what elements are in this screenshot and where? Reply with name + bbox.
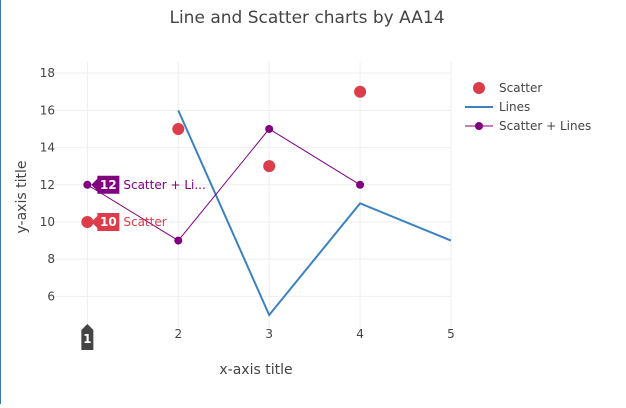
y-tick-label: 16 xyxy=(40,103,55,117)
y-tick-labels: 6 8 10 12 14 16 18 xyxy=(40,66,55,303)
hover-value: 12 xyxy=(100,178,117,192)
hover-layer: 1 12 Scatter + Li... 10 Scatter xyxy=(81,175,206,350)
y-tick-label: 8 xyxy=(47,252,55,266)
legend-label: Scatter xyxy=(499,81,542,95)
legend-label: Lines xyxy=(499,100,530,114)
x-tick-label: 2 xyxy=(174,327,182,341)
x-tick-label: 5 xyxy=(447,327,455,341)
grid xyxy=(51,62,452,328)
data-point[interactable] xyxy=(354,85,367,98)
y-tick-label: 14 xyxy=(40,141,55,155)
x-tick-label: 4 xyxy=(356,327,364,341)
x-hover-label-box xyxy=(81,324,94,350)
y-tick-label: 6 xyxy=(47,289,55,303)
hover-value-box xyxy=(91,175,120,194)
y-axis-title: y-axis title xyxy=(14,161,30,234)
hover-series-name: Scatter xyxy=(123,215,166,229)
y-tick-label: 18 xyxy=(40,66,55,80)
legend-label: Scatter + Lines xyxy=(499,119,591,133)
data-point[interactable] xyxy=(83,180,92,189)
data-point[interactable] xyxy=(356,180,365,189)
y-tick-label: 12 xyxy=(40,178,55,192)
legend-item[interactable]: Scatter xyxy=(473,81,542,95)
x-tick-label: 3 xyxy=(265,327,273,341)
data-point[interactable] xyxy=(81,215,94,228)
chart-title: Line and Scatter charts by AA14 xyxy=(169,8,444,28)
series-line xyxy=(87,128,361,242)
data-point[interactable] xyxy=(265,124,274,133)
hover-value: 10 xyxy=(100,215,117,229)
legend-item[interactable]: Scatter + Lines xyxy=(465,119,591,133)
legend-marker-swatch xyxy=(473,82,485,94)
y-tick-label: 10 xyxy=(40,215,55,229)
data-point[interactable] xyxy=(172,122,185,135)
data-point[interactable] xyxy=(263,160,276,173)
data-point[interactable] xyxy=(174,236,183,245)
hover-value-box xyxy=(91,212,120,231)
series-layer xyxy=(81,85,452,317)
x-hover-label: 1 xyxy=(83,332,91,346)
legend-item[interactable]: Lines xyxy=(465,100,530,114)
x-tick-labels: 2 3 4 5 xyxy=(174,327,454,341)
series-line xyxy=(177,109,452,317)
hover-series-name: Scatter + Li... xyxy=(123,178,205,192)
x-axis-title: x-axis title xyxy=(219,362,292,378)
legend-marker-swatch xyxy=(475,122,483,130)
legend[interactable]: Scatter Lines Scatter + Lines xyxy=(465,81,591,133)
